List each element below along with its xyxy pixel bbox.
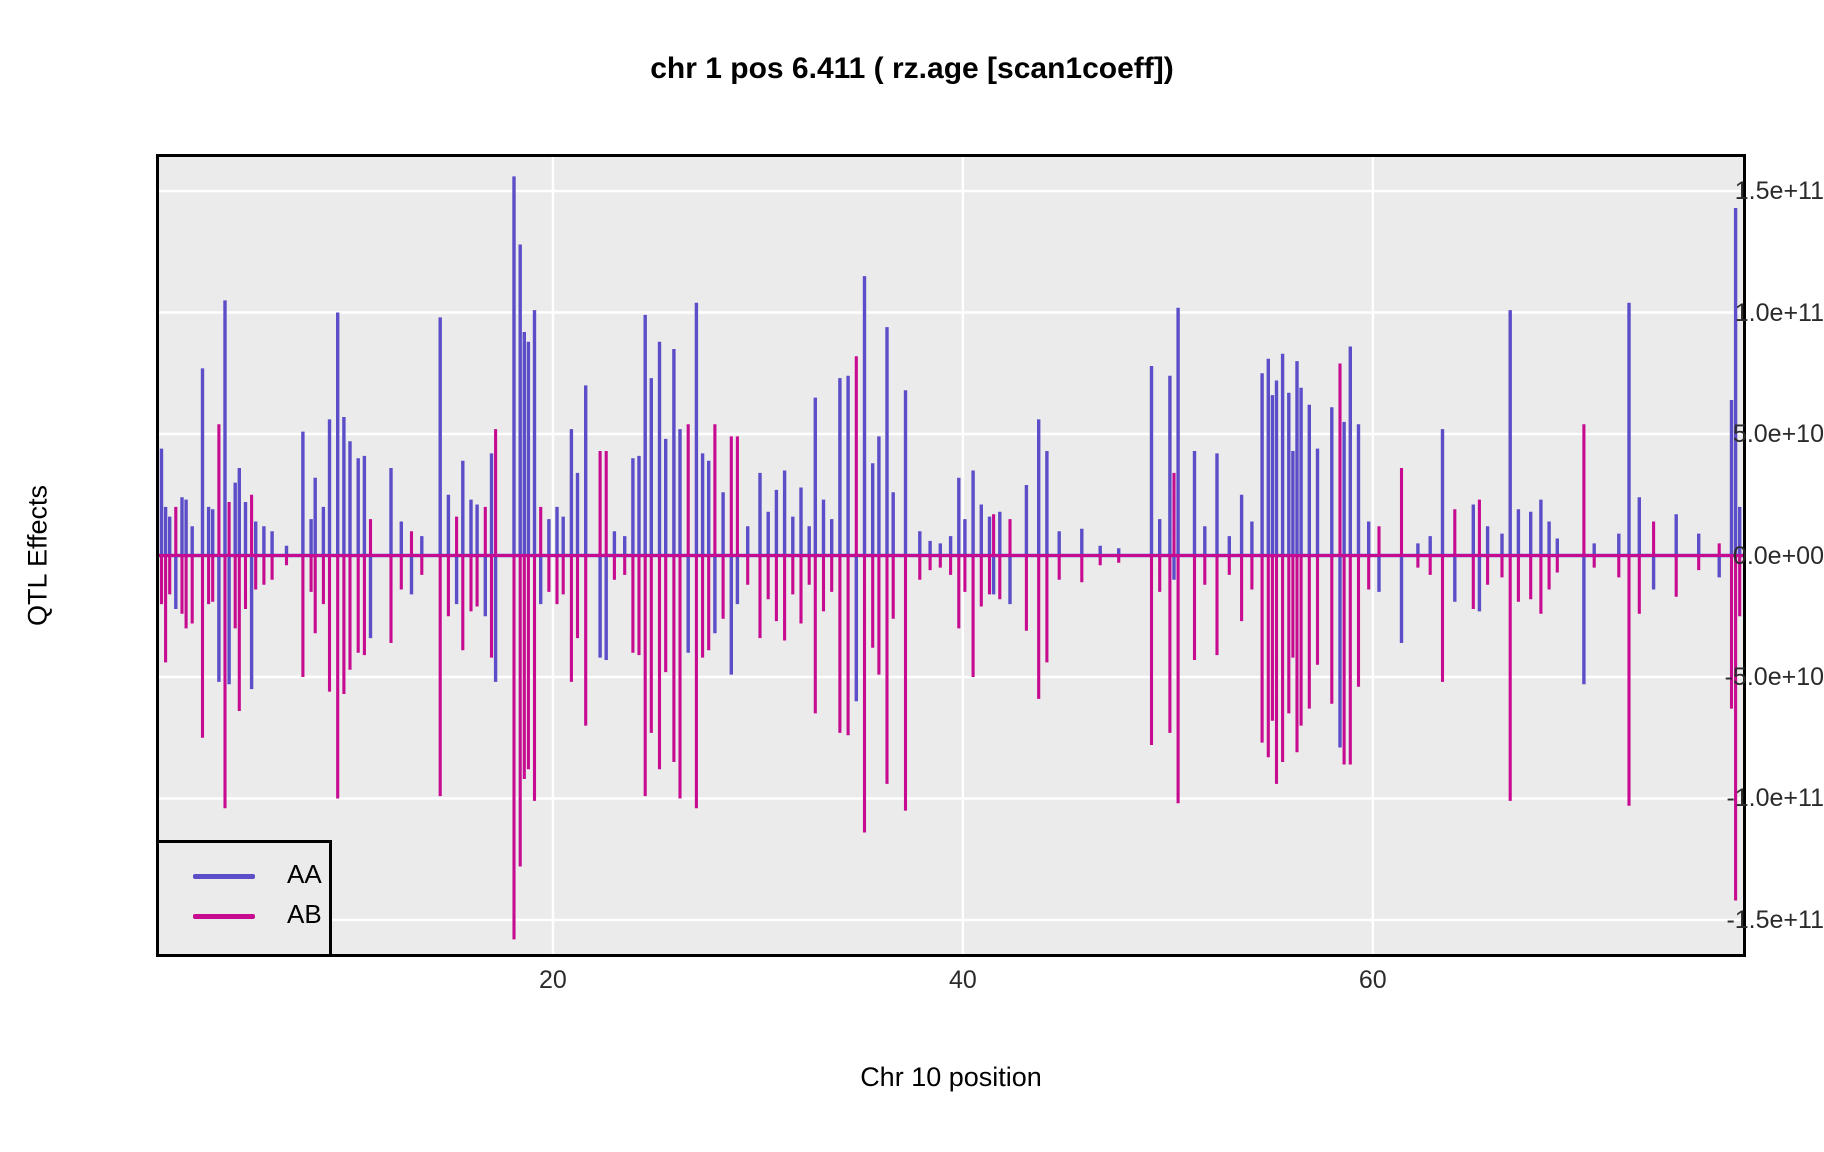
legend-item-aa: AA: [159, 857, 329, 895]
ab-series-line: [159, 356, 1743, 940]
x-tick-label: 40: [948, 966, 977, 994]
x-axis-title: Chr 10 position: [860, 1062, 1042, 1092]
x-tick-label: 20: [539, 966, 567, 994]
y-tick-label: -5.0e+10: [1724, 662, 1824, 691]
legend-item-ab: AB: [159, 897, 329, 935]
legend-label: AA: [287, 859, 322, 889]
legend-box: AA AB: [156, 840, 332, 957]
x-tick-label: 60: [1358, 966, 1387, 994]
y-tick-label: 1.5e+11: [1734, 177, 1824, 206]
y-tick-label: 1.0e+11: [1734, 298, 1824, 327]
y-tick-label: -1.5e+11: [1726, 905, 1824, 934]
aa-series-line: [159, 176, 1743, 748]
y-tick-label: 0.0e+00: [1732, 541, 1824, 570]
legend-key-line-aa: [193, 874, 255, 879]
y-tick-label: 5.0e+10: [1732, 420, 1824, 448]
y-axis-title: QTL Effects: [22, 484, 53, 627]
legend-key-line-ab: [193, 914, 255, 919]
chart-title: chr 1 pos 6.411 ( rz.age [scan1coeff]): [650, 52, 1174, 85]
plot-area: [159, 157, 1743, 954]
y-tick-label: -1.0e+11: [1726, 784, 1824, 813]
plot-panel: [156, 154, 1746, 957]
legend-label: AB: [287, 899, 322, 929]
